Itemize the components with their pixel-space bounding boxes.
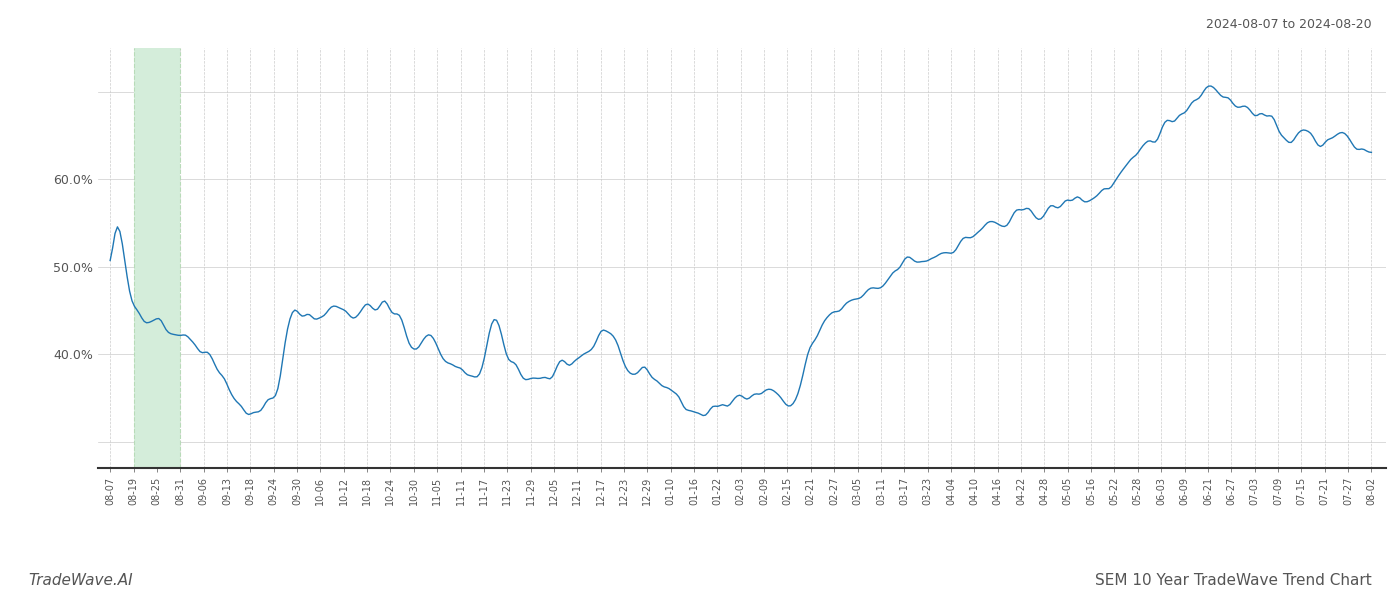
Text: TradeWave.AI: TradeWave.AI bbox=[28, 573, 133, 588]
Text: SEM 10 Year TradeWave Trend Chart: SEM 10 Year TradeWave Trend Chart bbox=[1095, 573, 1372, 588]
Text: 2024-08-07 to 2024-08-20: 2024-08-07 to 2024-08-20 bbox=[1207, 18, 1372, 31]
Bar bbox=[133, 48, 181, 468]
